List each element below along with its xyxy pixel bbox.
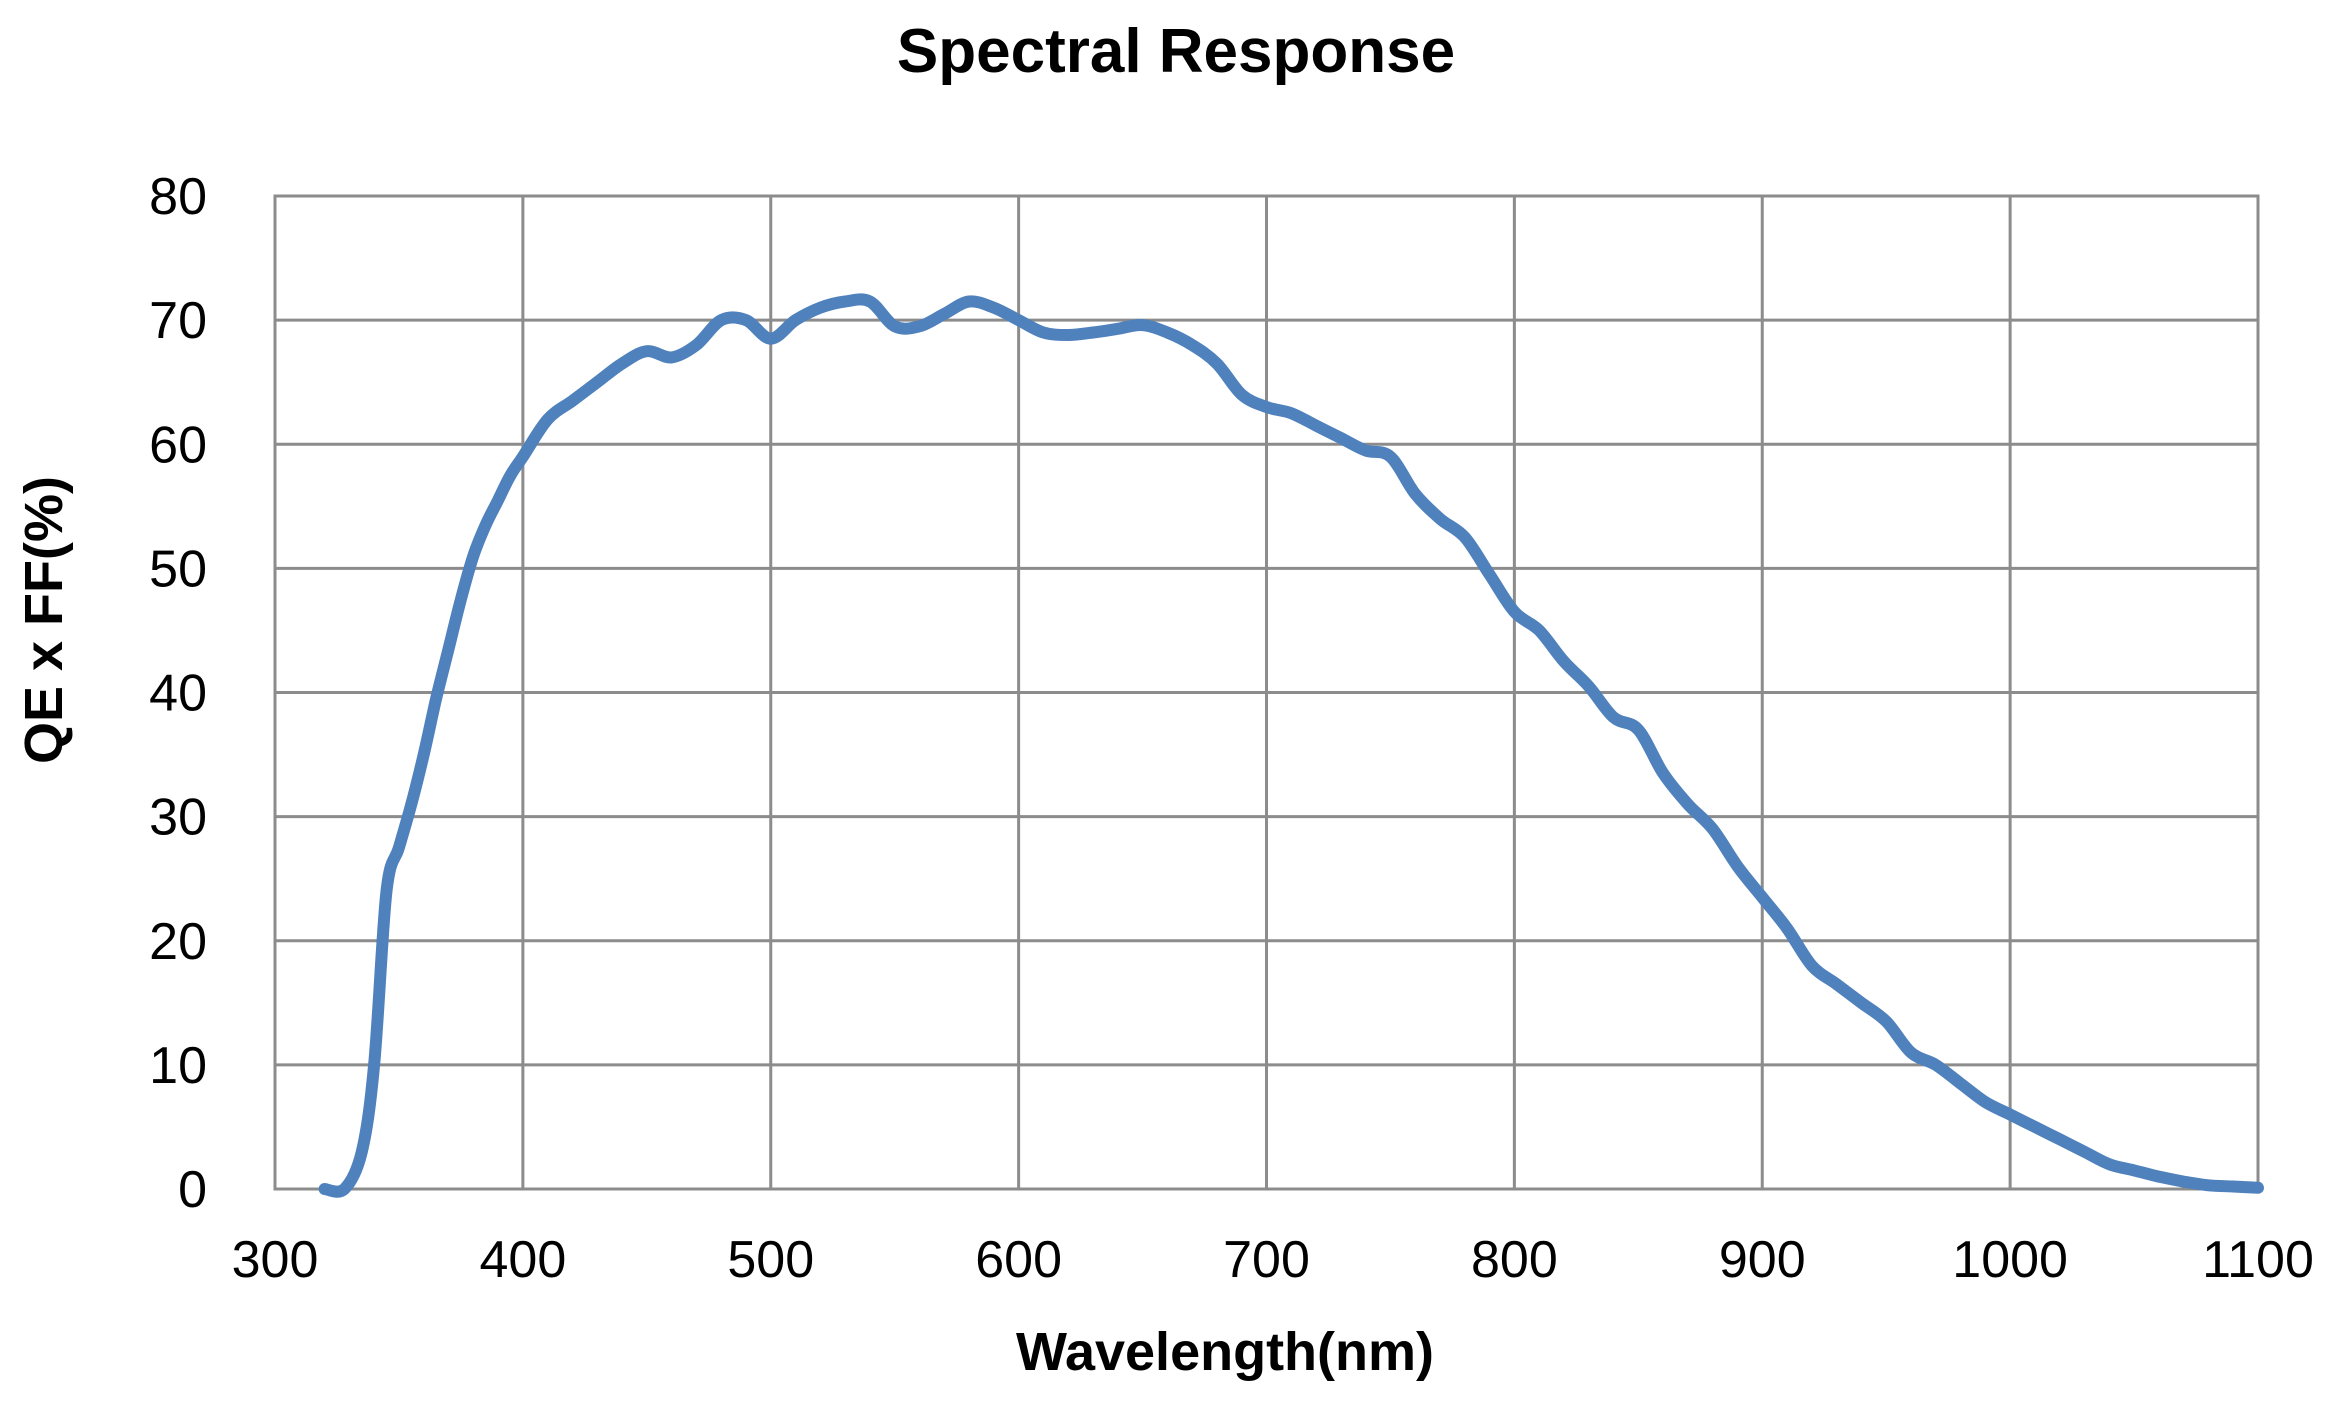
x-axis-label: Wavelength(nm) [1016,1322,1434,1382]
y-tick-label: 70 [149,292,207,350]
plot-area-frame [273,194,2260,1191]
y-tick-label: 40 [149,665,207,723]
x-tick-label: 500 [727,1231,814,1289]
x-tick-label: 300 [232,1231,319,1289]
y-tick-label: 20 [149,913,207,971]
grid [273,194,2260,1191]
x-tick-label: 600 [975,1231,1062,1289]
y-axis-ticks: 0 10 20 30 40 50 60 70 80 [149,168,207,1219]
x-tick-label: 1100 [2202,1231,2314,1289]
y-tick-label: 30 [149,789,207,847]
x-tick-label: 1000 [1952,1231,2068,1289]
y-tick-label: 0 [178,1161,207,1219]
y-axis-label: QE x FF(%) [14,476,74,764]
x-tick-label: 800 [1471,1231,1558,1289]
x-tick-label: 400 [479,1231,566,1289]
y-tick-label: 50 [149,540,207,598]
y-tick-label: 60 [149,416,207,474]
series-line [318,293,2264,1198]
x-tick-label: 700 [1223,1231,1310,1289]
chart-title: Spectral Response [897,17,1455,86]
y-tick-label: 10 [149,1037,207,1095]
series-layer [318,293,2264,1198]
x-tick-label: 900 [1719,1231,1806,1289]
x-axis-ticks: 300 400 500 600 700 800 900 1000 1100 [232,1231,2314,1289]
y-tick-label: 80 [149,168,207,226]
